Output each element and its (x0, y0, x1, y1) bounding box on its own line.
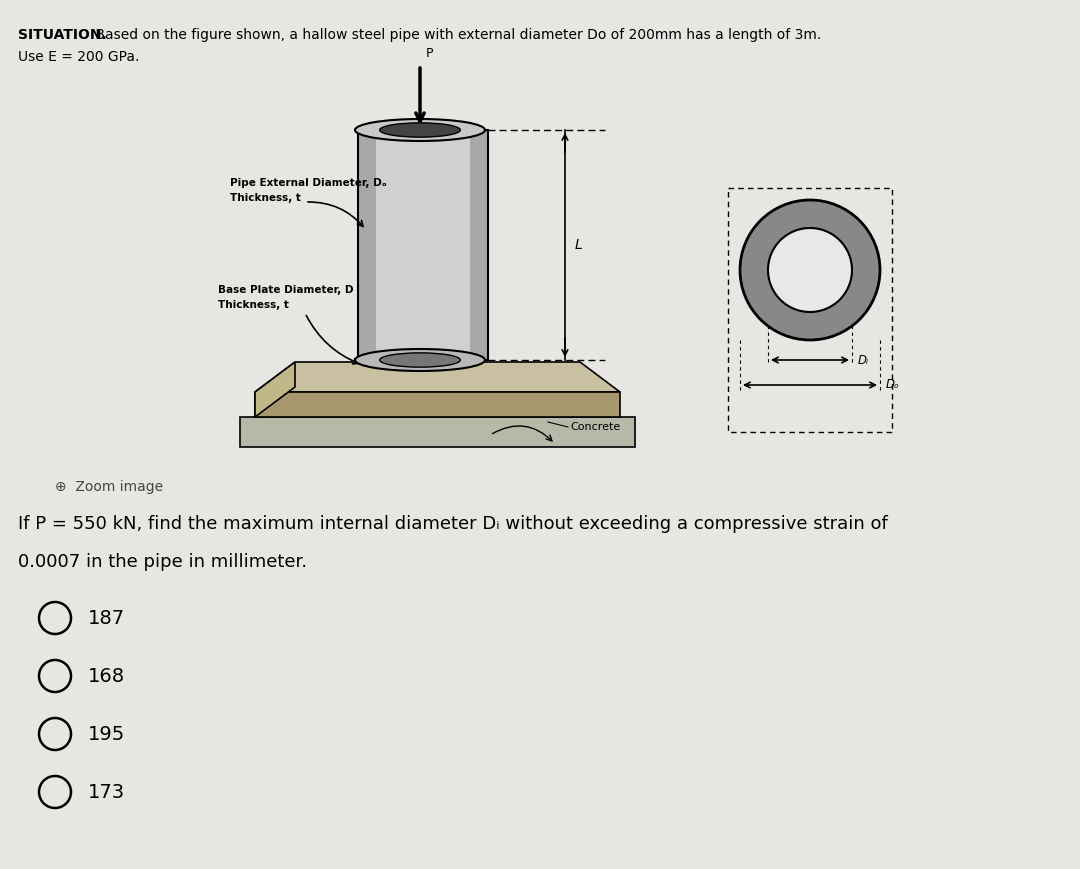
Bar (376, 130, 470, 360)
Circle shape (768, 228, 852, 312)
Text: Pipe External Diameter, Dₒ: Pipe External Diameter, Dₒ (230, 178, 387, 188)
Ellipse shape (380, 123, 460, 137)
Bar (470, 130, 488, 360)
Text: Thickness, t: Thickness, t (230, 193, 301, 203)
Polygon shape (255, 362, 620, 392)
Text: Dₒ: Dₒ (886, 379, 900, 392)
Text: SITUATION.: SITUATION. (18, 28, 107, 42)
Text: Use E = 200 GPa.: Use E = 200 GPa. (18, 50, 139, 64)
Text: Base Plate Diameter, D: Base Plate Diameter, D (218, 285, 353, 295)
Text: 187: 187 (87, 608, 125, 627)
Circle shape (740, 200, 880, 340)
Text: 173: 173 (87, 782, 125, 801)
Ellipse shape (355, 119, 485, 141)
Text: Dᵢ: Dᵢ (858, 354, 869, 367)
Bar (357, 130, 488, 360)
Polygon shape (255, 362, 295, 417)
Ellipse shape (380, 353, 460, 367)
Polygon shape (255, 392, 620, 417)
Text: 0.0007 in the pipe in millimeter.: 0.0007 in the pipe in millimeter. (18, 553, 307, 571)
Text: ⊕  Zoom image: ⊕ Zoom image (55, 480, 163, 494)
Text: 168: 168 (87, 667, 125, 686)
Bar (357, 130, 376, 360)
Text: If P = 550 kN, find the maximum internal diameter Dᵢ without exceeding a compres: If P = 550 kN, find the maximum internal… (18, 515, 888, 533)
Polygon shape (240, 417, 635, 447)
Ellipse shape (355, 349, 485, 371)
Text: Based on the figure shown, a hallow steel pipe with external diameter Do of 200m: Based on the figure shown, a hallow stee… (91, 28, 821, 42)
Text: Concrete: Concrete (570, 422, 620, 432)
Text: P: P (426, 47, 433, 60)
Text: 195: 195 (87, 725, 125, 744)
Bar (728, 188, 892, 432)
Text: Thickness, t: Thickness, t (218, 300, 288, 310)
Text: L: L (575, 238, 583, 252)
